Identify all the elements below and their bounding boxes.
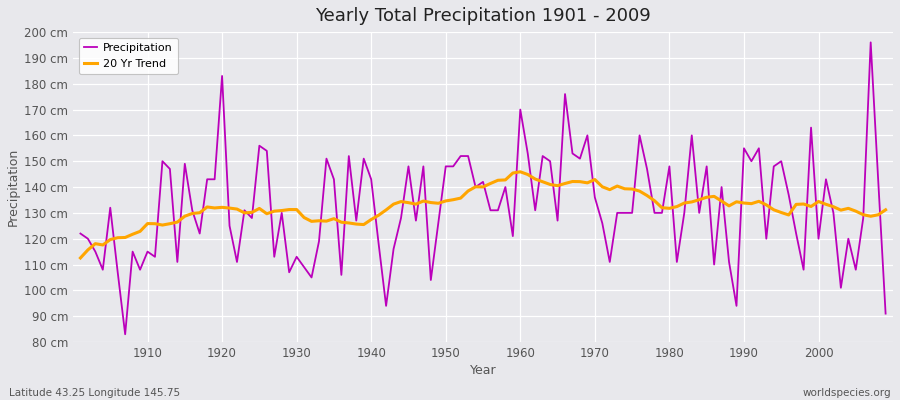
- Precipitation: [351, 218, 362, 223]
- 20 Yr Trend: [75, 256, 86, 260]
- Y-axis label: Precipitation: Precipitation: [7, 148, 20, 226]
- Title: Yearly Total Precipitation 1901 - 2009: Yearly Total Precipitation 1901 - 2009: [315, 7, 651, 25]
- Precipitation: [612, 210, 623, 215]
- 20 Yr Trend: [522, 172, 533, 177]
- 20 Yr Trend: [612, 184, 623, 188]
- Line: Precipitation: Precipitation: [80, 42, 886, 334]
- 20 Yr Trend: [515, 169, 526, 174]
- Precipitation: [75, 231, 86, 236]
- Legend: Precipitation, 20 Yr Trend: Precipitation, 20 Yr Trend: [78, 38, 178, 74]
- Precipitation: [120, 332, 130, 337]
- 20 Yr Trend: [508, 171, 518, 176]
- 20 Yr Trend: [299, 215, 310, 220]
- Text: worldspecies.org: worldspecies.org: [803, 388, 891, 398]
- Precipitation: [865, 40, 876, 45]
- Precipitation: [306, 275, 317, 280]
- 20 Yr Trend: [880, 208, 891, 212]
- Precipitation: [142, 249, 153, 254]
- 20 Yr Trend: [135, 229, 146, 234]
- 20 Yr Trend: [344, 220, 355, 225]
- Precipitation: [880, 311, 891, 316]
- X-axis label: Year: Year: [470, 364, 496, 377]
- Line: 20 Yr Trend: 20 Yr Trend: [80, 172, 886, 258]
- Precipitation: [522, 151, 533, 156]
- Precipitation: [515, 107, 526, 112]
- Text: Latitude 43.25 Longitude 145.75: Latitude 43.25 Longitude 145.75: [9, 388, 180, 398]
